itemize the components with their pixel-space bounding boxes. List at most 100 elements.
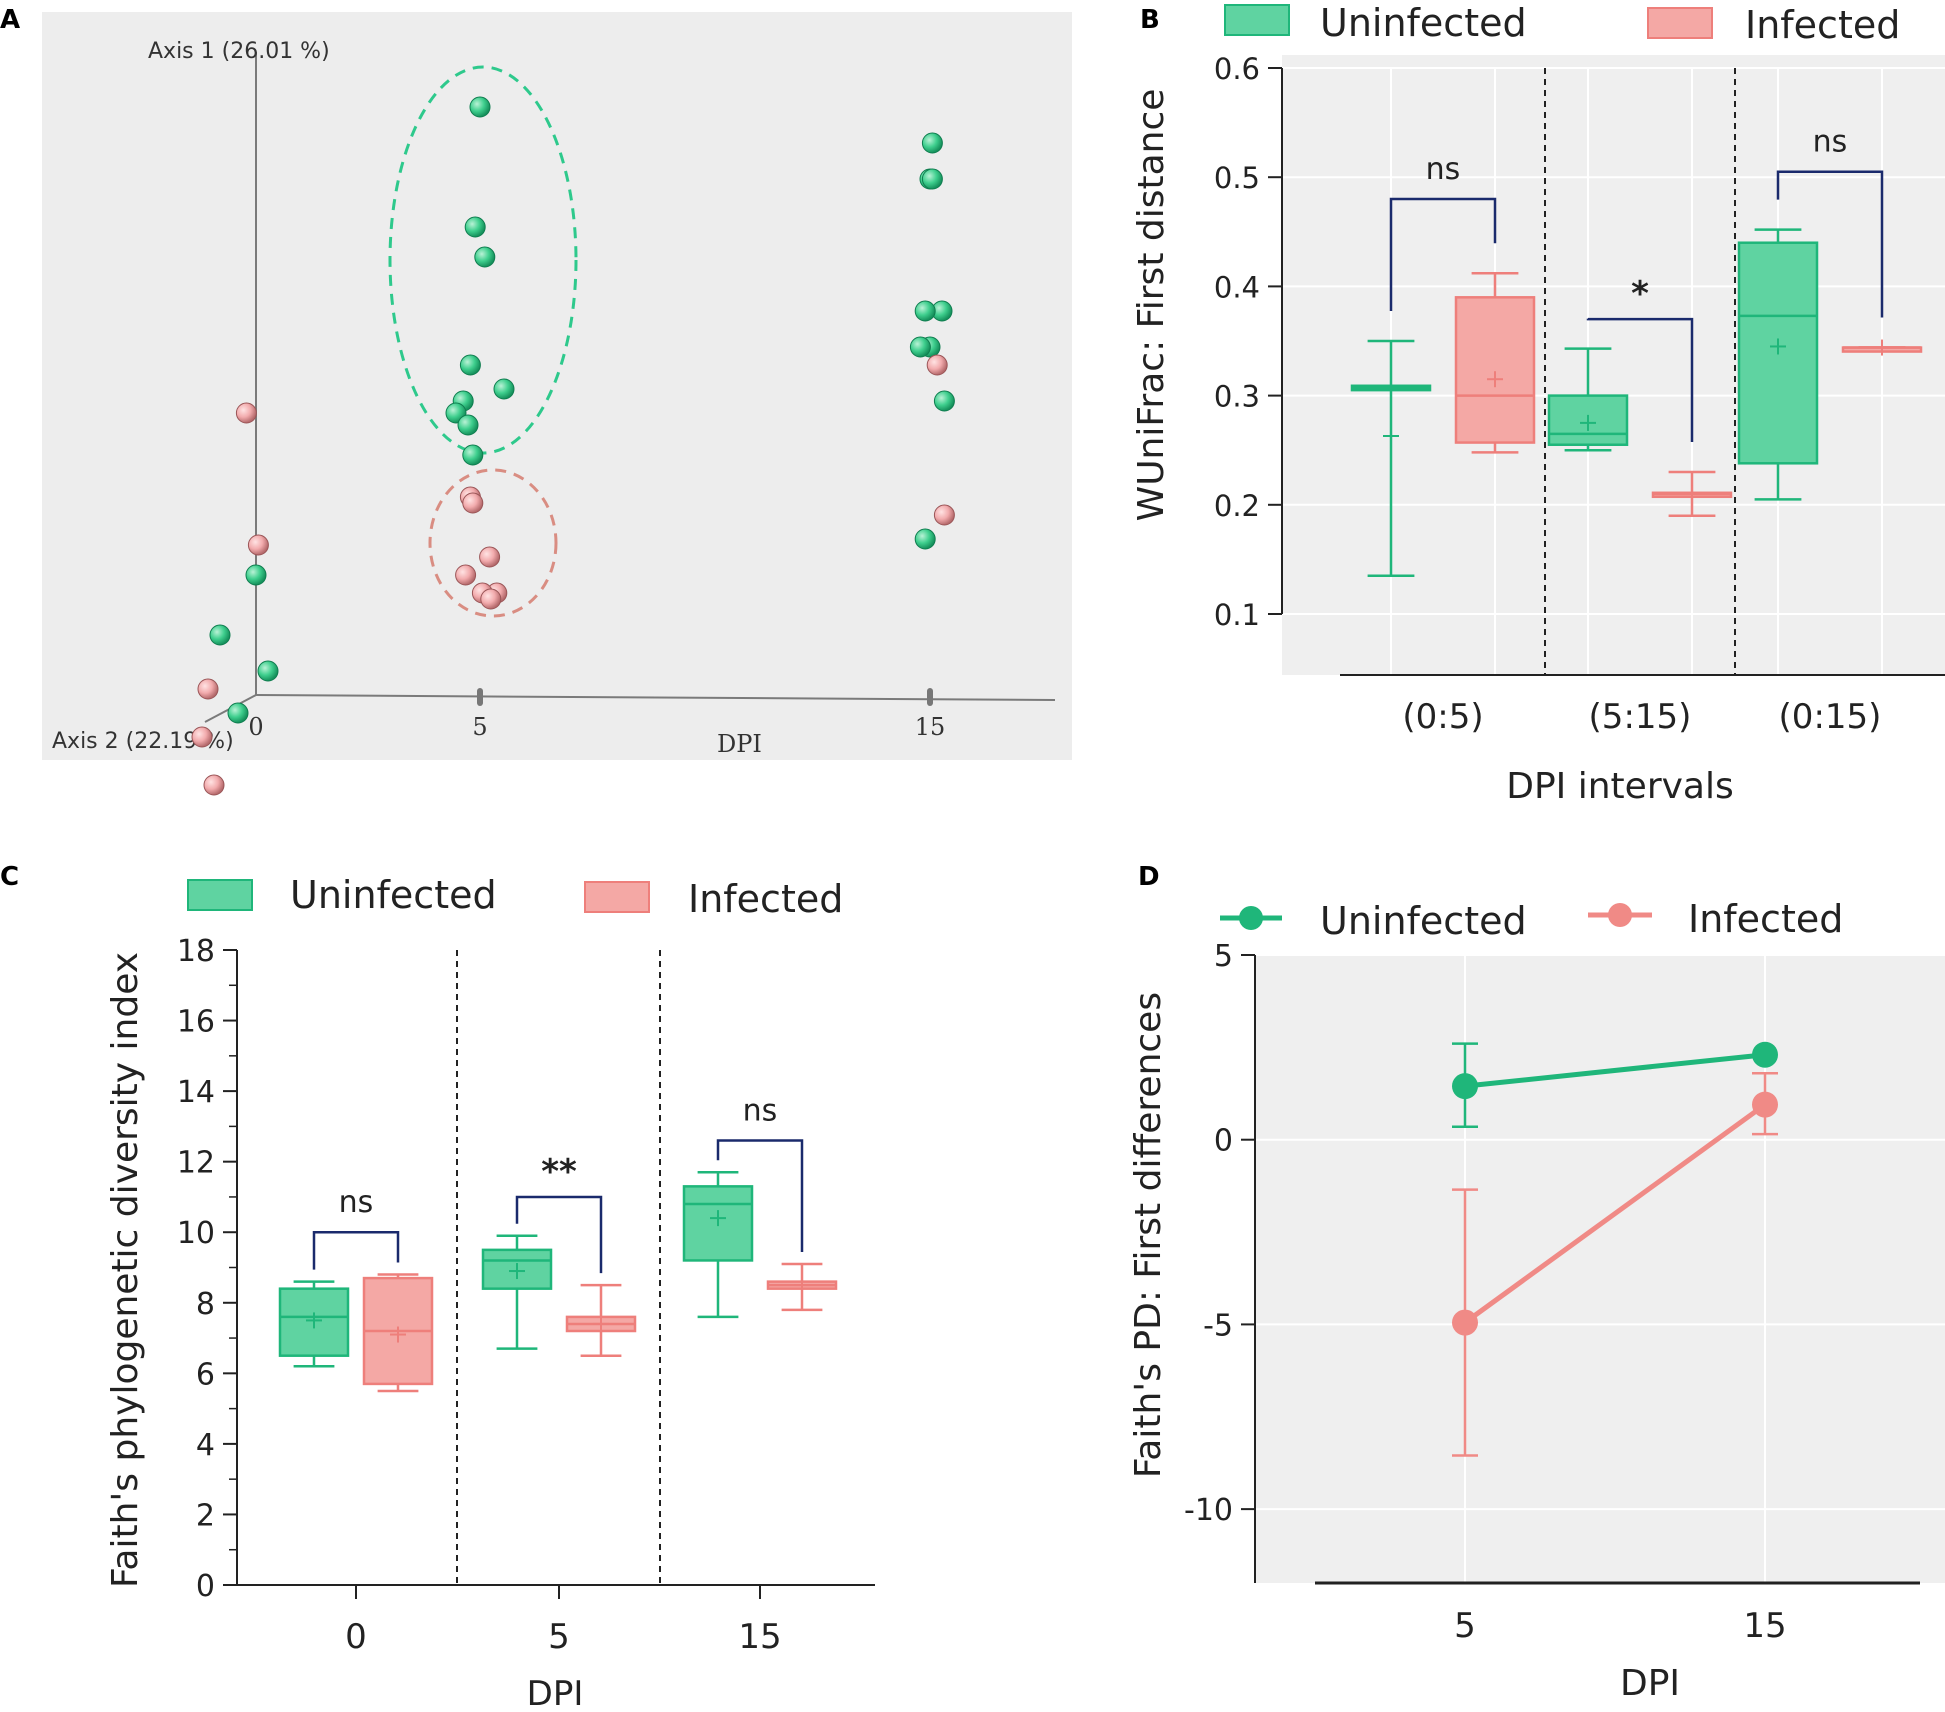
x-tick-label: 0 bbox=[345, 1617, 367, 1657]
infected-point bbox=[933, 504, 955, 526]
uninfected-point bbox=[474, 246, 496, 268]
infected-box bbox=[1454, 296, 1536, 444]
uninfected-point bbox=[1752, 1041, 1778, 1068]
panel-c-ylabel: Faith's phylogenetic diversity index bbox=[105, 952, 146, 1588]
uninfected-point bbox=[493, 378, 515, 400]
infected-point bbox=[247, 534, 269, 556]
legend-label-uninfected: Uninfected bbox=[290, 873, 497, 917]
uninfected-point bbox=[914, 300, 936, 322]
panel-b-axes: 0.1 0.2 0.3 0.4 0.5 0.6 (0:5) (5:15) (0:15) bbox=[1214, 52, 1945, 737]
y-tick-label: 10 bbox=[177, 1216, 215, 1251]
panel-c-legend: Uninfected Infected bbox=[187, 873, 843, 921]
uninfected-point bbox=[227, 702, 249, 724]
legend-swatch-uninfected bbox=[1224, 4, 1290, 36]
y-tick-label: 12 bbox=[177, 1146, 215, 1181]
infected-point bbox=[480, 588, 502, 610]
y-tick-label: 16 bbox=[177, 1005, 215, 1040]
panel-a-tick-label: 0 bbox=[248, 713, 263, 741]
y-tick-label: 0 bbox=[196, 1569, 215, 1604]
panel-a-background bbox=[42, 12, 1072, 760]
significance-bracket bbox=[312, 1230, 400, 1270]
panel-c-boxes bbox=[278, 1171, 838, 1393]
y-tick-label: 0 bbox=[1214, 1124, 1233, 1159]
infected-point bbox=[197, 678, 219, 700]
uninfected-point bbox=[909, 336, 931, 358]
y-tick-label: 0.3 bbox=[1214, 380, 1260, 414]
infected-point bbox=[455, 564, 477, 586]
uninfected-line bbox=[1464, 1052, 1766, 1089]
y-tick-label: 6 bbox=[196, 1357, 215, 1392]
panel-a-tick-mark bbox=[927, 688, 933, 706]
uninfected-point bbox=[921, 168, 943, 190]
panel-a-xlabel: DPI bbox=[717, 730, 762, 758]
panel-c-annotations: ns ** ns bbox=[312, 1094, 804, 1274]
uninfected-point bbox=[914, 528, 936, 550]
significance-label: ns bbox=[1426, 152, 1461, 187]
y-tick-label: 0.6 bbox=[1214, 52, 1260, 86]
significance-label: ns bbox=[743, 1094, 778, 1129]
y-tick-label: -10 bbox=[1184, 1493, 1233, 1528]
uninfected-point bbox=[245, 564, 267, 586]
significance-bracket bbox=[1586, 317, 1694, 443]
panel-c-xlabel: DPI bbox=[527, 1674, 584, 1707]
panel-label-b: B bbox=[1140, 5, 1160, 35]
panel-b-annotations: ns * ns bbox=[1389, 125, 1884, 443]
axis1-label: Axis 1 (26.01 %) bbox=[148, 39, 330, 64]
significance-bracket bbox=[1389, 197, 1497, 311]
panel-b-boxes bbox=[1350, 228, 1923, 578]
uninfected-point bbox=[457, 414, 479, 436]
panel-d-plot-area bbox=[1255, 955, 1945, 1583]
panel-d-line: -10 -5 0 5 5 15 DPI Faith's PD: First differe… bbox=[1128, 897, 1945, 1704]
panel-b-boxplot: 0.10.20.30.40.50.6(0:5) (5:15) (0:15) ns*n… bbox=[1131, 1, 1945, 807]
x-tick-label: (0:5) bbox=[1402, 697, 1483, 737]
legend-swatch-infected bbox=[1647, 7, 1713, 39]
significance-bracket bbox=[716, 1139, 804, 1252]
panel-a-tick-label: 15 bbox=[915, 713, 946, 741]
x-tick-label: 5 bbox=[548, 1617, 570, 1657]
significance-bracket bbox=[1776, 170, 1884, 318]
dpi-axis-line bbox=[255, 694, 1056, 701]
panel-label-d: D bbox=[1138, 862, 1160, 892]
uninfected-point bbox=[464, 216, 486, 238]
y-tick-label: 2 bbox=[196, 1498, 215, 1533]
panel-a-tick-label: 5 bbox=[472, 713, 487, 741]
y-tick-label: 18 bbox=[177, 934, 215, 969]
x-tick-label: 15 bbox=[738, 1617, 781, 1657]
panel-b-ylabel: WUniFrac: First distance bbox=[1131, 89, 1172, 522]
infected-point bbox=[203, 774, 225, 796]
infected-point bbox=[1752, 1091, 1778, 1118]
panel-b-legend: Uninfected Infected bbox=[1224, 1, 1900, 47]
panel-d-xlabel: DPI bbox=[1620, 1663, 1680, 1704]
uninfected-point bbox=[462, 444, 484, 466]
y-tick-label: 4 bbox=[196, 1428, 215, 1463]
x-tick-label: (5:15) bbox=[1589, 697, 1692, 737]
infected-point bbox=[1452, 1309, 1478, 1336]
legend-label-infected: Infected bbox=[1745, 3, 1900, 47]
y-tick-label: 0.1 bbox=[1214, 598, 1260, 632]
infected-point bbox=[926, 354, 948, 376]
panel-c-boxplot: 0 2 4 6 8 10 12 14 16 18 0 5 15 ns ** ns DPI Faith's p… bbox=[105, 873, 875, 1712]
significance-bracket bbox=[515, 1195, 603, 1274]
infected-point bbox=[235, 402, 257, 424]
significance-label: ** bbox=[541, 1152, 577, 1192]
significance-label: * bbox=[1631, 274, 1649, 314]
y-tick-label: 0.5 bbox=[1214, 161, 1260, 195]
infected-point bbox=[191, 726, 213, 748]
panel-a-tick-mark bbox=[477, 688, 483, 706]
uninfected-point bbox=[1452, 1073, 1478, 1100]
legend-swatch-infected bbox=[584, 881, 650, 913]
legend-label-uninfected: Uninfected bbox=[1320, 899, 1527, 943]
uninfected-box bbox=[1547, 394, 1629, 446]
y-tick-label: 14 bbox=[177, 1075, 215, 1110]
panel-a-points bbox=[191, 96, 955, 796]
y-tick-label: 8 bbox=[196, 1287, 215, 1322]
panel-label-c: C bbox=[0, 862, 19, 892]
legend-label-uninfected: Uninfected bbox=[1320, 1, 1527, 45]
panel-d-series bbox=[1452, 1041, 1778, 1457]
significance-label: ns bbox=[1813, 125, 1848, 160]
panel-d-axes: -10 -5 0 5 5 15 bbox=[1184, 939, 1920, 1646]
panel-a-ticks: 0 5 15 bbox=[248, 688, 945, 741]
y-tick-label: 0.2 bbox=[1214, 489, 1260, 523]
legend-marker-uninfected bbox=[1239, 906, 1263, 930]
